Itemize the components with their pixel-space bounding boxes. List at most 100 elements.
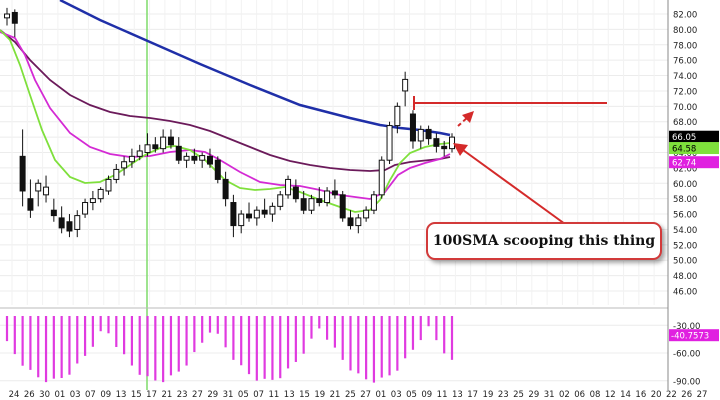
x-tick-label: 29	[207, 390, 218, 400]
candle-body	[136, 150, 143, 157]
price-tag-label: 62.74	[672, 159, 696, 169]
candle-body	[97, 188, 104, 200]
x-tick-label: 15	[131, 390, 142, 400]
candle-body	[355, 217, 362, 227]
candle-body	[308, 198, 315, 211]
y-tick-label: 60.00	[673, 180, 697, 190]
y-tick-label: 74.00	[673, 72, 697, 82]
x-tick-label: 06	[574, 390, 585, 400]
y-tick-label: 50.00	[673, 257, 697, 267]
annotation-lines	[413, 96, 607, 225]
x-tick-label: 23	[498, 390, 509, 400]
x-tick-label: 27	[697, 390, 708, 400]
y-tick-label: 78.00	[673, 41, 697, 51]
x-tick-label: 07	[253, 390, 264, 400]
candle-body	[449, 136, 455, 150]
candle-body	[50, 209, 57, 217]
candle-body	[82, 202, 89, 215]
y-tick-label: 68.00	[673, 118, 697, 128]
candle-body	[409, 113, 416, 142]
x-tick-label: 21	[161, 390, 172, 400]
candle-body	[27, 198, 34, 211]
candle-body	[402, 78, 409, 92]
x-tick-label: 27	[360, 390, 371, 400]
x-tick-label: 26	[681, 390, 692, 400]
x-tick-label: 01	[54, 390, 65, 400]
x-tick-label: 09	[100, 390, 111, 400]
x-tick-label: 25	[513, 390, 524, 400]
x-tick-label: 09	[421, 390, 432, 400]
indicator-tag	[669, 329, 719, 342]
candle-body	[66, 221, 73, 232]
candle-body	[417, 128, 424, 142]
x-tick-label: 12	[605, 390, 616, 400]
x-tick-label: 01	[376, 390, 387, 400]
price-tag	[669, 130, 719, 143]
candle-body	[43, 186, 50, 196]
x-tick-label: 07	[85, 390, 96, 400]
candle-body	[277, 194, 284, 207]
x-tick-label: 17	[146, 390, 157, 400]
candle-body	[19, 155, 26, 192]
candle-body	[121, 161, 128, 169]
x-tick-label: 31	[544, 390, 555, 400]
y-tick-label: 82.00	[673, 11, 697, 21]
x-tick-label: 05	[238, 390, 249, 400]
annotation-callout: 100SMA scooping this thing	[426, 222, 662, 260]
candle-body	[339, 194, 346, 219]
x-tick-label: 29	[528, 390, 539, 400]
price-tag-label: 64.58	[672, 145, 696, 155]
x-tick-label: 26	[24, 390, 35, 400]
x-tick-label: 24	[9, 390, 20, 400]
candle-body	[370, 194, 377, 211]
x-axis: 24 26 30 01 03 07 09 13 15 17 21 23 27 29 31 05 07 11 13 15…	[9, 390, 708, 400]
candle-body	[152, 144, 159, 150]
price-tag-label: 66.05	[672, 133, 696, 143]
indicator-tag-label: -40.7573	[671, 332, 709, 342]
x-tick-label: 19	[314, 390, 325, 400]
candle-body	[206, 155, 213, 165]
x-tick-label: 11	[268, 390, 279, 400]
candle-body	[433, 138, 440, 147]
candle-body	[394, 105, 401, 127]
candle-body	[261, 209, 268, 215]
y-tick-label: 56.00	[673, 211, 697, 221]
x-tick-label: 30	[39, 390, 50, 400]
sma100-line	[59, 0, 451, 137]
x-tick-label: 16	[635, 390, 646, 400]
candle-body	[386, 125, 393, 161]
indicator-tick-label: -90.00	[673, 377, 700, 387]
y-tick-label: 80.00	[673, 26, 697, 36]
candles	[4, 7, 455, 238]
candle-body	[58, 217, 65, 229]
candle-body	[160, 136, 167, 150]
x-tick-label: 13	[284, 390, 295, 400]
price-tag	[669, 156, 719, 169]
price-tag	[669, 142, 719, 155]
x-tick-label: 25	[345, 390, 356, 400]
candle-body	[285, 178, 292, 196]
candle-body	[253, 209, 260, 219]
callout-pointer-line	[462, 149, 566, 225]
y-tick-label: 62.00	[673, 164, 697, 174]
y-tick-label: 70.00	[673, 103, 697, 113]
candle-body	[363, 209, 370, 219]
x-tick-label: 02	[559, 390, 570, 400]
candle-body	[4, 13, 10, 19]
price-tags: 66.05 64.58 62.74 -40.7573	[669, 130, 719, 342]
sma-maroon-line	[0, 29, 451, 172]
candle-body	[35, 182, 42, 192]
candle-body	[74, 215, 81, 230]
candle-body	[347, 217, 354, 227]
candle-body	[222, 178, 229, 200]
x-tick-label: 15	[299, 390, 310, 400]
candle-body	[11, 11, 18, 24]
candle-body	[128, 155, 135, 163]
candle-body	[269, 205, 276, 215]
candle-body	[246, 213, 253, 219]
x-tick-label: 03	[391, 390, 402, 400]
x-tick-label: 27	[192, 390, 203, 400]
x-tick-label: 23	[177, 390, 188, 400]
up-arrow-shaft	[457, 116, 469, 127]
sma-magenta-line	[0, 31, 451, 200]
